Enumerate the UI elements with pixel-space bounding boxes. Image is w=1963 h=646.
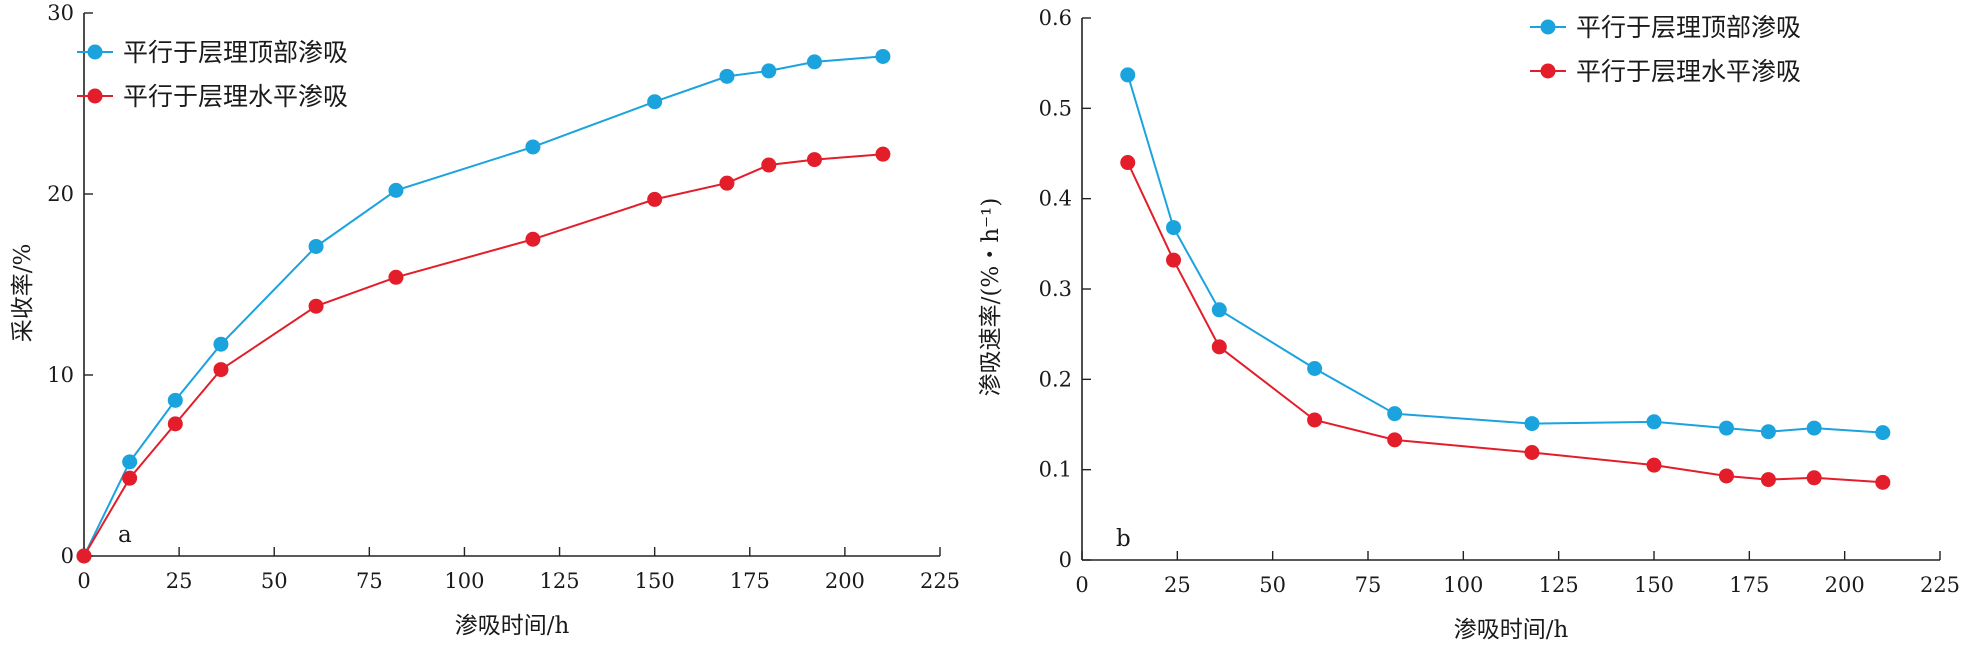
x-tick-label: 100 <box>444 569 484 593</box>
legend-marker-2 <box>87 88 103 104</box>
legend-label-2: 平行于层理水平渗吸 <box>123 82 348 111</box>
x-tick-label: 150 <box>635 569 675 593</box>
legend-marker-1 <box>1540 19 1556 35</box>
x-tick-label: 200 <box>825 569 865 593</box>
y-tick-label: 0.6 <box>1039 6 1072 30</box>
legend-label-1: 平行于层理顶部渗吸 <box>123 38 348 67</box>
data-point-series-2 <box>167 416 183 432</box>
panel-label: a <box>118 522 132 548</box>
series-line-1 <box>1126 74 1883 434</box>
data-point-series-2 <box>1387 432 1403 448</box>
data-point-series-1 <box>1307 360 1323 376</box>
series-line-2 <box>83 153 883 557</box>
data-point-series-2 <box>122 470 138 486</box>
x-tick-label: 200 <box>1825 573 1865 597</box>
y-tick-label: 10 <box>47 363 74 387</box>
x-tick-label: 50 <box>261 569 288 593</box>
data-point-series-1 <box>719 68 735 84</box>
data-point-series-2 <box>1524 445 1540 461</box>
data-point-series-2 <box>1760 472 1776 488</box>
legend-marker-2 <box>1540 63 1556 79</box>
y-axis-title: 采收率/% <box>10 244 36 343</box>
x-tick-label: 0 <box>77 569 90 593</box>
y-tick-label: 0.4 <box>1039 187 1072 211</box>
data-point-series-2 <box>1875 474 1891 490</box>
data-point-series-1 <box>388 182 404 198</box>
chart-panel-b: 0 25 50 75 100 125 150 175 200 225 0 0.1 0.2 0.3 0.4 0.… <box>978 6 1960 643</box>
x-tick-label: 175 <box>1729 573 1769 597</box>
data-point-series-1 <box>1806 420 1822 436</box>
chart-panel-a: 0 25 50 75 100 125 150 175 200 225 0 10 20 30 渗吸时间/h 采收… <box>10 1 960 639</box>
data-point-series-2 <box>1806 470 1822 486</box>
data-point-series-1 <box>1211 302 1227 318</box>
series-line-1 <box>83 55 883 557</box>
data-point-series-2 <box>76 548 92 564</box>
data-point-series-1 <box>1120 67 1136 83</box>
data-point-series-2 <box>388 269 404 285</box>
legend-marker-1 <box>87 44 103 60</box>
data-point-series-2 <box>1646 457 1662 473</box>
legend-label-1: 平行于层理顶部渗吸 <box>1576 13 1801 42</box>
x-tick-label: 25 <box>1164 573 1191 597</box>
x-axis-title: 渗吸时间/h <box>1454 617 1569 643</box>
data-point-series-2 <box>806 152 822 168</box>
x-tick-label: 125 <box>540 569 580 593</box>
data-point-series-2 <box>525 231 541 247</box>
x-tick-label: 175 <box>730 569 770 593</box>
data-point-series-1 <box>167 392 183 408</box>
x-tick-label: 75 <box>1355 573 1382 597</box>
data-point-series-1 <box>1524 416 1540 432</box>
y-tick-label: 0 <box>61 544 74 568</box>
y-tick-label: 0 <box>1059 548 1072 572</box>
data-point-series-2 <box>647 191 663 207</box>
data-point-series-2 <box>875 146 891 162</box>
data-point-series-1 <box>806 54 822 70</box>
y-tick-label: 0.3 <box>1039 277 1072 301</box>
data-point-series-2 <box>1211 339 1227 355</box>
x-tick-label: 100 <box>1443 573 1483 597</box>
data-point-series-1 <box>308 238 324 254</box>
data-point-series-2 <box>1307 412 1323 428</box>
x-tick-label: 225 <box>1920 573 1960 597</box>
y-tick-label: 0.5 <box>1039 96 1072 120</box>
x-tick-label: 150 <box>1634 573 1674 597</box>
data-point-series-1 <box>1718 420 1734 436</box>
x-tick-label: 50 <box>1259 573 1286 597</box>
data-point-series-2 <box>1718 468 1734 484</box>
x-tick-label: 25 <box>166 569 193 593</box>
y-tick-label: 0.2 <box>1039 367 1072 391</box>
y-tick-label: 0.1 <box>1039 458 1072 482</box>
y-tick-label: 20 <box>47 182 74 206</box>
x-tick-label: 0 <box>1075 573 1088 597</box>
data-point-series-1 <box>213 336 229 352</box>
data-point-series-1 <box>1166 220 1182 236</box>
data-point-series-2 <box>308 298 324 314</box>
data-point-series-1 <box>1875 425 1891 441</box>
data-point-series-2 <box>761 157 777 173</box>
y-axis-title: 渗吸速率/(%・h⁻¹) <box>978 198 1004 397</box>
legend-label-2: 平行于层理水平渗吸 <box>1576 57 1801 86</box>
data-point-series-1 <box>1646 414 1662 430</box>
data-point-series-2 <box>213 362 229 378</box>
x-axis-title: 渗吸时间/h <box>455 613 570 639</box>
data-point-series-1 <box>525 139 541 155</box>
data-point-series-1 <box>647 94 663 110</box>
data-point-series-2 <box>1120 155 1136 171</box>
x-tick-label: 225 <box>920 569 960 593</box>
data-point-series-2 <box>1166 252 1182 268</box>
y-tick-label: 30 <box>47 1 74 25</box>
data-point-series-1 <box>1760 424 1776 440</box>
x-tick-label: 125 <box>1539 573 1579 597</box>
panel-label: b <box>1116 526 1131 552</box>
x-tick-label: 75 <box>356 569 383 593</box>
data-point-series-1 <box>761 63 777 79</box>
data-point-series-1 <box>875 48 891 64</box>
data-point-series-2 <box>719 175 735 191</box>
data-point-series-1 <box>122 454 138 470</box>
data-point-series-1 <box>1387 406 1403 422</box>
